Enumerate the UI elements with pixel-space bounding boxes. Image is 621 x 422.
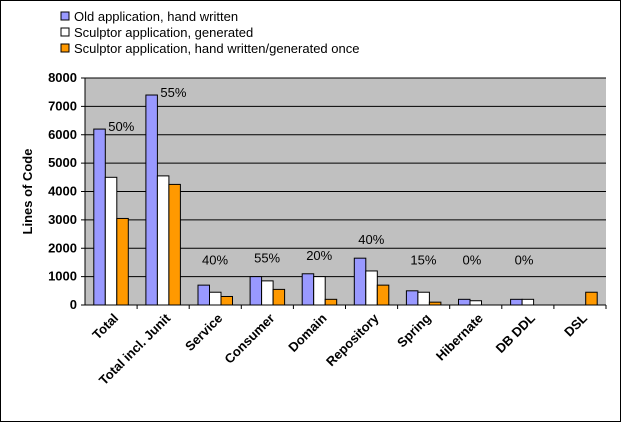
bar xyxy=(376,284,390,306)
data-annotation: 0% xyxy=(515,253,534,268)
legend-label: Old application, hand written xyxy=(74,9,238,24)
y-tick-label: 1000 xyxy=(48,269,77,284)
bar xyxy=(365,270,378,306)
bar xyxy=(301,273,315,306)
bar xyxy=(145,94,158,306)
bar xyxy=(197,284,210,306)
bar xyxy=(405,290,419,306)
data-annotation: 50% xyxy=(108,119,134,134)
y-tick-label: 0 xyxy=(70,297,77,312)
bar xyxy=(261,280,274,306)
bar xyxy=(417,291,430,306)
bar xyxy=(93,128,106,306)
data-annotation: 20% xyxy=(306,248,332,263)
data-annotation: 0% xyxy=(463,253,482,268)
y-tick-label: 3000 xyxy=(48,212,77,227)
bar xyxy=(458,298,471,306)
bar xyxy=(156,175,170,306)
data-annotation: 55% xyxy=(160,85,186,100)
bar xyxy=(104,176,118,306)
bar xyxy=(521,298,535,306)
bar xyxy=(510,298,523,306)
bar xyxy=(168,183,181,306)
bar xyxy=(469,300,482,306)
data-annotation: 40% xyxy=(358,232,384,247)
legend-label: Sculptor application, hand written/gener… xyxy=(74,41,359,56)
data-annotation: 55% xyxy=(254,251,280,266)
data-annotation: 15% xyxy=(410,253,436,268)
y-tick-label: 2000 xyxy=(48,240,77,255)
bar xyxy=(428,301,442,306)
bar xyxy=(249,276,263,306)
bar xyxy=(313,276,326,306)
bar xyxy=(209,291,222,306)
legend-swatch xyxy=(60,43,70,53)
y-tick-label: 5000 xyxy=(48,155,77,170)
legend-label: Sculptor application, generated xyxy=(74,25,253,40)
bar xyxy=(353,257,367,306)
y-axis-label: Lines of Code xyxy=(20,149,35,235)
legend-swatch xyxy=(60,11,70,21)
y-tick-label: 4000 xyxy=(48,184,77,199)
bar xyxy=(116,217,129,306)
bar xyxy=(585,291,598,306)
bar xyxy=(324,298,338,306)
legend-swatch xyxy=(60,27,70,37)
y-tick-label: 6000 xyxy=(48,127,77,142)
data-annotation: 40% xyxy=(202,253,228,268)
bar xyxy=(220,295,233,306)
y-tick-label: 8000 xyxy=(48,70,77,85)
bar xyxy=(272,288,286,306)
y-tick-label: 7000 xyxy=(48,98,77,113)
